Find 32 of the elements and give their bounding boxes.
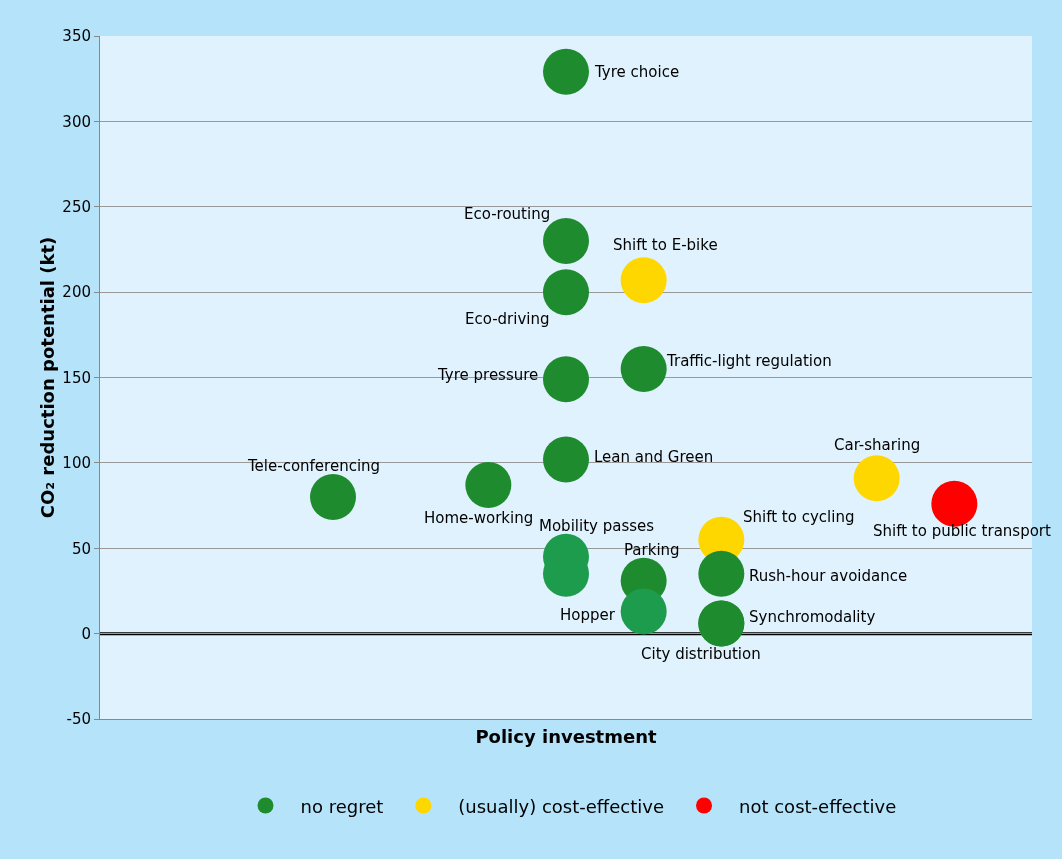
y-tick-label: 250 <box>62 198 91 216</box>
legend-label: no regret <box>300 795 384 817</box>
series-label: Hopper <box>560 606 616 624</box>
series-label: Traffic-light regulation <box>666 352 832 370</box>
y-tick-label: 300 <box>62 112 91 131</box>
series-label: Tyre choice <box>594 63 680 81</box>
y-tick-label: 100 <box>62 454 91 473</box>
series-label: Rush-hour avoidance <box>749 567 908 585</box>
y-axis-title: CO₂ reduction potential (kt) <box>37 236 58 519</box>
series-label: Shift to public transport <box>873 522 1052 540</box>
series-label: Car-sharing <box>834 436 921 454</box>
y-tick-label: 200 <box>62 283 91 302</box>
series-label: Home-working <box>424 509 534 527</box>
y-tick-label: 150 <box>62 368 91 387</box>
series-label: Synchromodality <box>749 608 876 626</box>
series-label: Lean and Green <box>594 448 714 466</box>
legend-label: (usually) cost-effective <box>458 795 665 817</box>
series-label: Tele-conferencing <box>247 457 381 475</box>
series-label: Shift to E-bike <box>613 236 718 254</box>
y-tick-label: 50 <box>71 539 91 558</box>
series-label: Shift to cycling <box>743 508 855 526</box>
series-label: Parking <box>624 541 680 559</box>
series-label: City distribution <box>641 645 761 663</box>
y-tick-label: 0 <box>81 624 91 643</box>
x-axis-title: Policy investment <box>475 726 657 748</box>
y-tick-label: -50 <box>66 710 91 729</box>
y-tick-label: 350 <box>62 27 91 46</box>
series-label: Mobility passes <box>539 517 655 535</box>
series-label: Eco-routing <box>464 205 551 223</box>
series-label: Eco-driving <box>465 310 550 328</box>
legend-label: not cost-effective <box>739 795 897 817</box>
series-label: Tyre pressure <box>437 366 539 384</box>
